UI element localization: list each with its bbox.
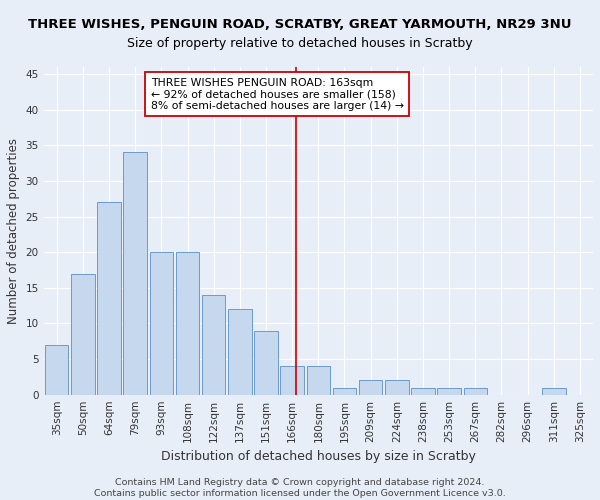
- Text: THREE WISHES, PENGUIN ROAD, SCRATBY, GREAT YARMOUTH, NR29 3NU: THREE WISHES, PENGUIN ROAD, SCRATBY, GRE…: [28, 18, 572, 30]
- Text: Contains HM Land Registry data © Crown copyright and database right 2024.
Contai: Contains HM Land Registry data © Crown c…: [94, 478, 506, 498]
- Bar: [333, 388, 356, 394]
- Bar: [124, 152, 147, 394]
- Bar: [71, 274, 95, 394]
- Bar: [542, 388, 566, 394]
- Bar: [45, 345, 68, 395]
- Bar: [149, 252, 173, 394]
- Bar: [280, 366, 304, 394]
- Bar: [202, 295, 226, 394]
- Bar: [97, 202, 121, 394]
- Bar: [464, 388, 487, 394]
- Bar: [228, 309, 251, 394]
- Bar: [359, 380, 382, 394]
- Y-axis label: Number of detached properties: Number of detached properties: [7, 138, 20, 324]
- Text: Size of property relative to detached houses in Scratby: Size of property relative to detached ho…: [127, 36, 473, 50]
- Text: THREE WISHES PENGUIN ROAD: 163sqm
← 92% of detached houses are smaller (158)
8% : THREE WISHES PENGUIN ROAD: 163sqm ← 92% …: [151, 78, 404, 111]
- Bar: [411, 388, 435, 394]
- Bar: [254, 330, 278, 394]
- Bar: [307, 366, 330, 394]
- Bar: [385, 380, 409, 394]
- Bar: [176, 252, 199, 394]
- Bar: [437, 388, 461, 394]
- X-axis label: Distribution of detached houses by size in Scratby: Distribution of detached houses by size …: [161, 450, 476, 463]
